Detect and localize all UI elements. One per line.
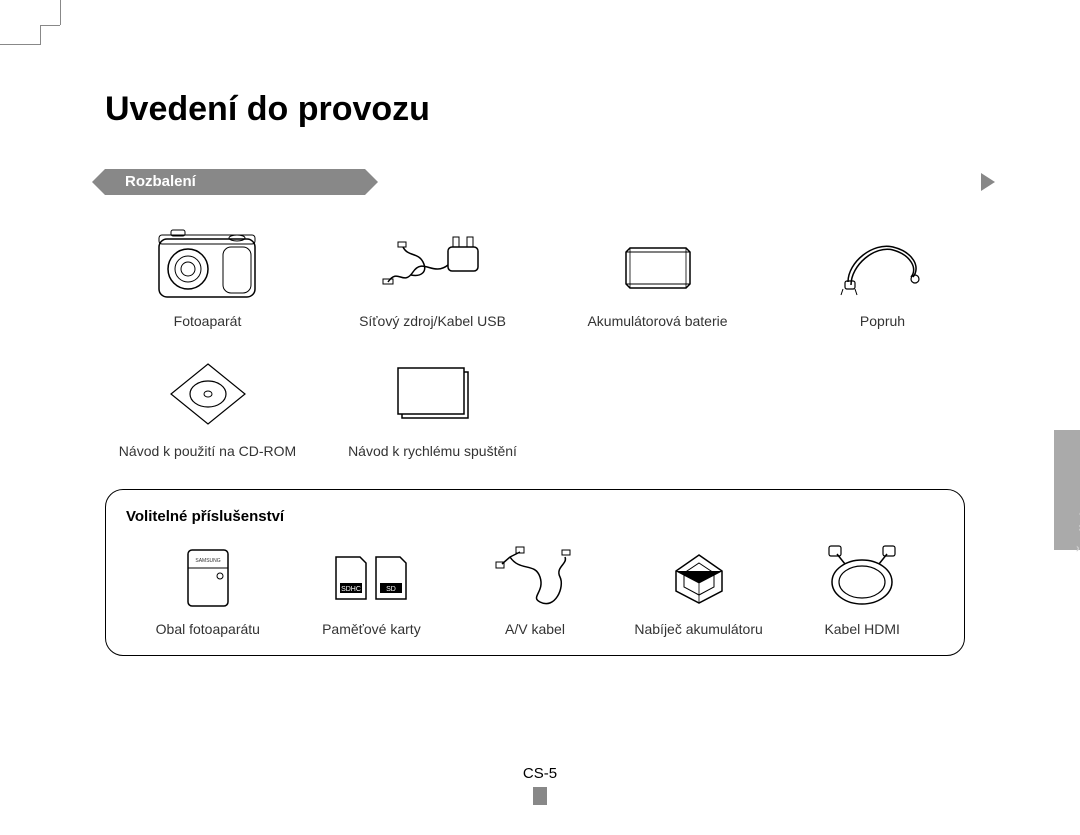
item-label: Obal fotoaparátu xyxy=(156,621,260,637)
svg-text:SAMSUNG: SAMSUNG xyxy=(195,558,220,564)
section-arrow-icon xyxy=(981,173,995,191)
item-memory-cards: SDHC SD Paměťové karty xyxy=(290,537,454,637)
included-items-row2: Návod k použití na CD-ROM Návod k rychlé… xyxy=(95,349,995,459)
item-cdrom-manual: Návod k použití na CD-ROM xyxy=(95,349,320,459)
page-number-bar xyxy=(533,787,547,805)
battery-icon xyxy=(618,219,698,309)
item-label: Nabíječ akumulátoru xyxy=(634,621,762,637)
section-heading-label: Rozbalení xyxy=(105,169,365,195)
optional-heading: Volitelné příslušenství xyxy=(126,508,944,525)
page-number: CS-5 xyxy=(523,765,557,782)
sdhc-label: SDHC xyxy=(341,586,361,593)
avcable-icon xyxy=(490,537,580,617)
hdmicable-icon xyxy=(817,537,907,617)
page-title: Uvedení do provozu xyxy=(105,90,995,129)
item-battery-charger: Nabíječ akumulátoru xyxy=(617,537,781,637)
item-quickstart: Návod k rychlému spuštění xyxy=(320,349,545,459)
item-label: Síťový zdroj/Kabel USB xyxy=(359,313,506,329)
item-strap: Popruh xyxy=(770,219,995,329)
item-label: Návod k použití na CD-ROM xyxy=(119,443,296,459)
strap-icon xyxy=(833,219,933,309)
cdrom-icon xyxy=(163,349,253,439)
sdcards-icon: SDHC SD xyxy=(326,537,416,617)
item-hdmi-cable: Kabel HDMI xyxy=(780,537,944,637)
charger-icon xyxy=(664,537,734,617)
item-camera-case: SAMSUNG Obal fotoaparátu xyxy=(126,537,290,637)
item-label: Fotoaparát xyxy=(174,313,242,329)
crop-mark-left xyxy=(0,44,40,45)
crop-mark-corner xyxy=(40,25,60,45)
item-label: Popruh xyxy=(860,313,905,329)
item-adapter-usb: Síťový zdroj/Kabel USB xyxy=(320,219,545,329)
item-battery: Akumulátorová baterie xyxy=(545,219,770,329)
item-label: Kabel HDMI xyxy=(824,621,899,637)
item-label: Akumulátorová baterie xyxy=(587,313,727,329)
language-tab: Čeština xyxy=(1054,430,1080,550)
optional-items-row: SAMSUNG Obal fotoaparátu SDHC SD P xyxy=(126,537,944,637)
page-content: Uvedení do provozu Rozbalení Fotoaparát xyxy=(95,30,995,656)
crop-mark-top xyxy=(60,0,61,25)
item-camera: Fotoaparát xyxy=(95,219,320,329)
camera-icon xyxy=(153,219,263,309)
sd-label: SD xyxy=(387,586,397,593)
item-label: A/V kabel xyxy=(505,621,565,637)
item-label: Paměťové karty xyxy=(322,621,421,637)
optional-accessories-box: Volitelné příslušenství SAMSUNG Obal fot… xyxy=(105,489,965,656)
case-icon: SAMSUNG xyxy=(178,537,238,617)
page-number-area: CS-5 xyxy=(0,765,1080,805)
section-heading-unpacking: Rozbalení xyxy=(105,169,995,199)
adapter-icon xyxy=(373,219,493,309)
booklet-icon xyxy=(388,349,478,439)
item-label: Návod k rychlému spuštění xyxy=(348,443,517,459)
item-av-cable: A/V kabel xyxy=(453,537,617,637)
included-items-row1: Fotoaparát Síťový zdroj/Kabel USB xyxy=(95,219,995,329)
